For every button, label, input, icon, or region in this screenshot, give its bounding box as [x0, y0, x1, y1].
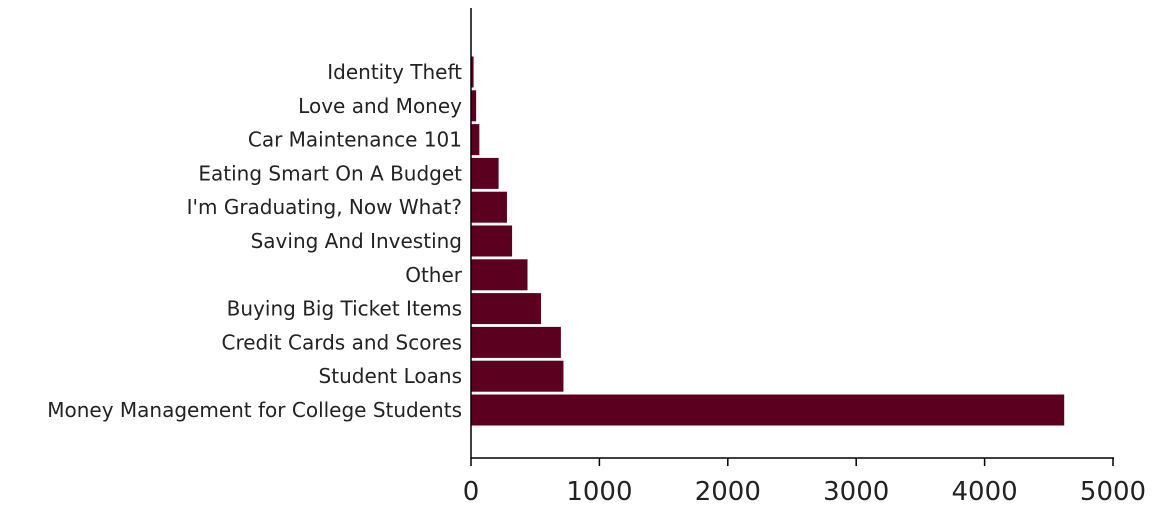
bar-identity-theft: [471, 56, 474, 88]
category-label-credit-cards-and-scores: Credit Cards and Scores: [222, 330, 463, 354]
bars-group: [471, 56, 1065, 426]
category-labels: Money Management for College Students Stu…: [47, 60, 463, 422]
category-label-identity-theft: Identity Theft: [327, 60, 462, 84]
bar-eating-smart-on-a-budget: [471, 157, 499, 189]
category-label-love-and-money: Love and Money: [298, 94, 462, 118]
category-label-other: Other: [405, 263, 463, 287]
bar-credit-cards-and-scores: [471, 326, 561, 358]
bar-saving-and-investing: [471, 225, 513, 257]
bar-student-loans: [471, 360, 564, 392]
x-tick-label-4000: 4000: [952, 477, 1018, 507]
category-label-buying-big-ticket-items: Buying Big Ticket Items: [227, 297, 462, 321]
x-tick-label-2000: 2000: [695, 477, 761, 507]
category-label-eating-smart-on-a-budget: Eating Smart On A Budget: [198, 161, 462, 185]
category-label-saving-and-investing: Saving And Investing: [251, 229, 462, 253]
x-tick-label-0: 0: [463, 477, 480, 507]
category-label-car-maintenance-101: Car Maintenance 101: [248, 128, 462, 152]
category-label-i-m-graduating-now-what: I'm Graduating, Now What?: [187, 195, 462, 219]
bar-car-maintenance-101: [471, 124, 480, 156]
bar-other: [471, 259, 528, 291]
bar-buying-big-ticket-items: [471, 293, 541, 325]
bar-love-and-money: [471, 90, 477, 122]
category-label-student-loans: Student Loans: [319, 364, 462, 388]
category-label-money-management-for-college-students: Money Management for College Students: [47, 398, 462, 422]
bar-money-management-for-college-students: [471, 394, 1065, 426]
bar-i-m-graduating-now-what: [471, 191, 507, 223]
x-tick-label-1000: 1000: [566, 477, 632, 507]
x-tick-label-3000: 3000: [823, 477, 889, 507]
x-axis-ticks: 0 1000 2000 3000 4000 5000: [463, 458, 1146, 507]
x-tick-label-5000: 5000: [1080, 477, 1146, 507]
